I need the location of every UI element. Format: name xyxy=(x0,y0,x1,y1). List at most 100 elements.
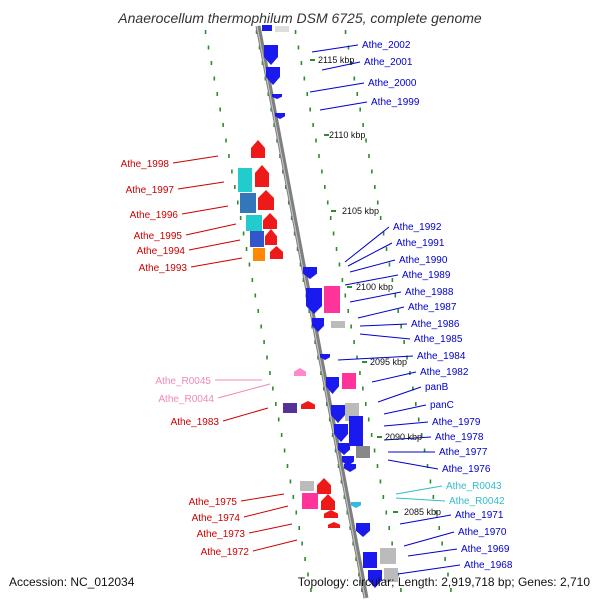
gene-feature xyxy=(255,165,269,187)
gene-feature xyxy=(320,354,330,360)
gene-feature xyxy=(317,478,331,494)
track-dot xyxy=(286,464,289,468)
gene-feature xyxy=(351,502,361,508)
gene-label: Athe_1972 xyxy=(201,547,250,558)
track-dot xyxy=(309,107,311,112)
gene-label: Athe_1985 xyxy=(414,334,463,345)
leader-line xyxy=(222,407,269,422)
leader-line xyxy=(337,355,414,361)
track-dot xyxy=(356,355,358,360)
track-dot xyxy=(347,45,350,50)
gene-feature xyxy=(349,416,363,446)
gene-label: Athe_1997 xyxy=(126,185,175,196)
tick-label: 2115 kbp xyxy=(318,55,354,65)
tick-label: 2085 kbp xyxy=(404,507,441,517)
gene-feature xyxy=(324,510,338,518)
gene-feature xyxy=(380,548,396,564)
track-dot xyxy=(350,324,352,329)
leader-line xyxy=(407,548,458,557)
track-dot xyxy=(245,247,248,251)
leader-line xyxy=(185,223,237,236)
track-dot xyxy=(210,61,213,65)
track-dot xyxy=(356,92,359,96)
track-dot xyxy=(341,278,344,282)
gene-label: Athe_1971 xyxy=(455,510,504,521)
leader-line xyxy=(347,242,393,267)
gene-feature xyxy=(356,446,370,458)
track-dot xyxy=(406,355,408,360)
track-dot xyxy=(276,138,278,143)
gene-feature xyxy=(306,288,322,314)
track-dot xyxy=(420,433,423,437)
track-dot xyxy=(302,278,305,282)
track-dot xyxy=(315,138,317,143)
track-dot xyxy=(294,30,297,34)
track-dot xyxy=(343,495,346,499)
track-dot xyxy=(301,541,303,546)
track-dot xyxy=(236,200,239,205)
leader-line xyxy=(403,531,455,547)
gene-label: Athe_R0042 xyxy=(449,496,505,507)
gene-label: Athe_1991 xyxy=(396,238,445,249)
track-dot xyxy=(228,154,230,158)
track-dot xyxy=(300,61,303,65)
track-dot xyxy=(412,386,414,391)
gene-feature xyxy=(368,570,382,588)
track-dot xyxy=(344,293,347,298)
gene-feature xyxy=(275,113,285,119)
track-dot xyxy=(444,557,446,561)
track-dot xyxy=(374,185,376,189)
gene-label: Athe_1987 xyxy=(408,302,457,313)
track-dot xyxy=(231,169,233,174)
gene-label: Athe_1982 xyxy=(420,367,469,378)
track-dot xyxy=(373,448,376,453)
gene-feature xyxy=(238,168,252,192)
gene-feature xyxy=(326,377,339,394)
leader-line xyxy=(190,257,243,268)
track-dot xyxy=(335,247,338,251)
leader-line xyxy=(377,386,422,403)
track-dot xyxy=(260,324,262,329)
track-dot xyxy=(382,231,385,236)
track-dot xyxy=(344,30,347,34)
gene-label: Athe_2002 xyxy=(362,40,411,51)
forward-labels: Athe_2002 Athe_2001 Athe_2000 Athe_1999 … xyxy=(362,40,513,571)
track-dot xyxy=(255,30,258,34)
track-dot xyxy=(362,123,364,127)
gene-label: Athe_1993 xyxy=(139,263,188,274)
gene-feature xyxy=(331,405,345,423)
track-dot xyxy=(296,247,299,251)
track-dot xyxy=(263,340,265,344)
leader-line xyxy=(309,82,365,93)
track-dot xyxy=(272,386,274,391)
track-dot xyxy=(308,309,311,313)
leader-line xyxy=(383,421,429,427)
accession-text: Accession: NC_012034 xyxy=(9,575,135,589)
gene-label: Athe_1979 xyxy=(432,417,481,428)
gene-feature xyxy=(266,67,280,85)
gene-label: Athe_1995 xyxy=(134,231,183,242)
leader-line xyxy=(177,181,225,190)
leader-line xyxy=(319,101,368,111)
gene-label: Athe_R0045 xyxy=(155,376,211,387)
track-dot xyxy=(397,309,400,313)
track-dot xyxy=(254,293,257,298)
track-dot xyxy=(320,371,322,375)
track-dot xyxy=(359,371,361,375)
track-dot xyxy=(388,526,391,530)
gene-feature xyxy=(342,373,356,389)
track-dot xyxy=(298,526,301,530)
gene-label: Athe_R0044 xyxy=(158,394,214,405)
leader-line xyxy=(371,371,417,383)
gene-feature xyxy=(324,286,340,313)
gene-label: panC xyxy=(430,400,454,411)
gene-feature xyxy=(253,248,265,261)
track-dot xyxy=(326,200,329,205)
track-dot xyxy=(346,510,349,515)
track-dot xyxy=(403,340,405,344)
gene-feature xyxy=(302,493,318,509)
track-dot xyxy=(299,262,302,267)
gene-feature xyxy=(331,321,345,328)
track-dot xyxy=(382,495,385,499)
